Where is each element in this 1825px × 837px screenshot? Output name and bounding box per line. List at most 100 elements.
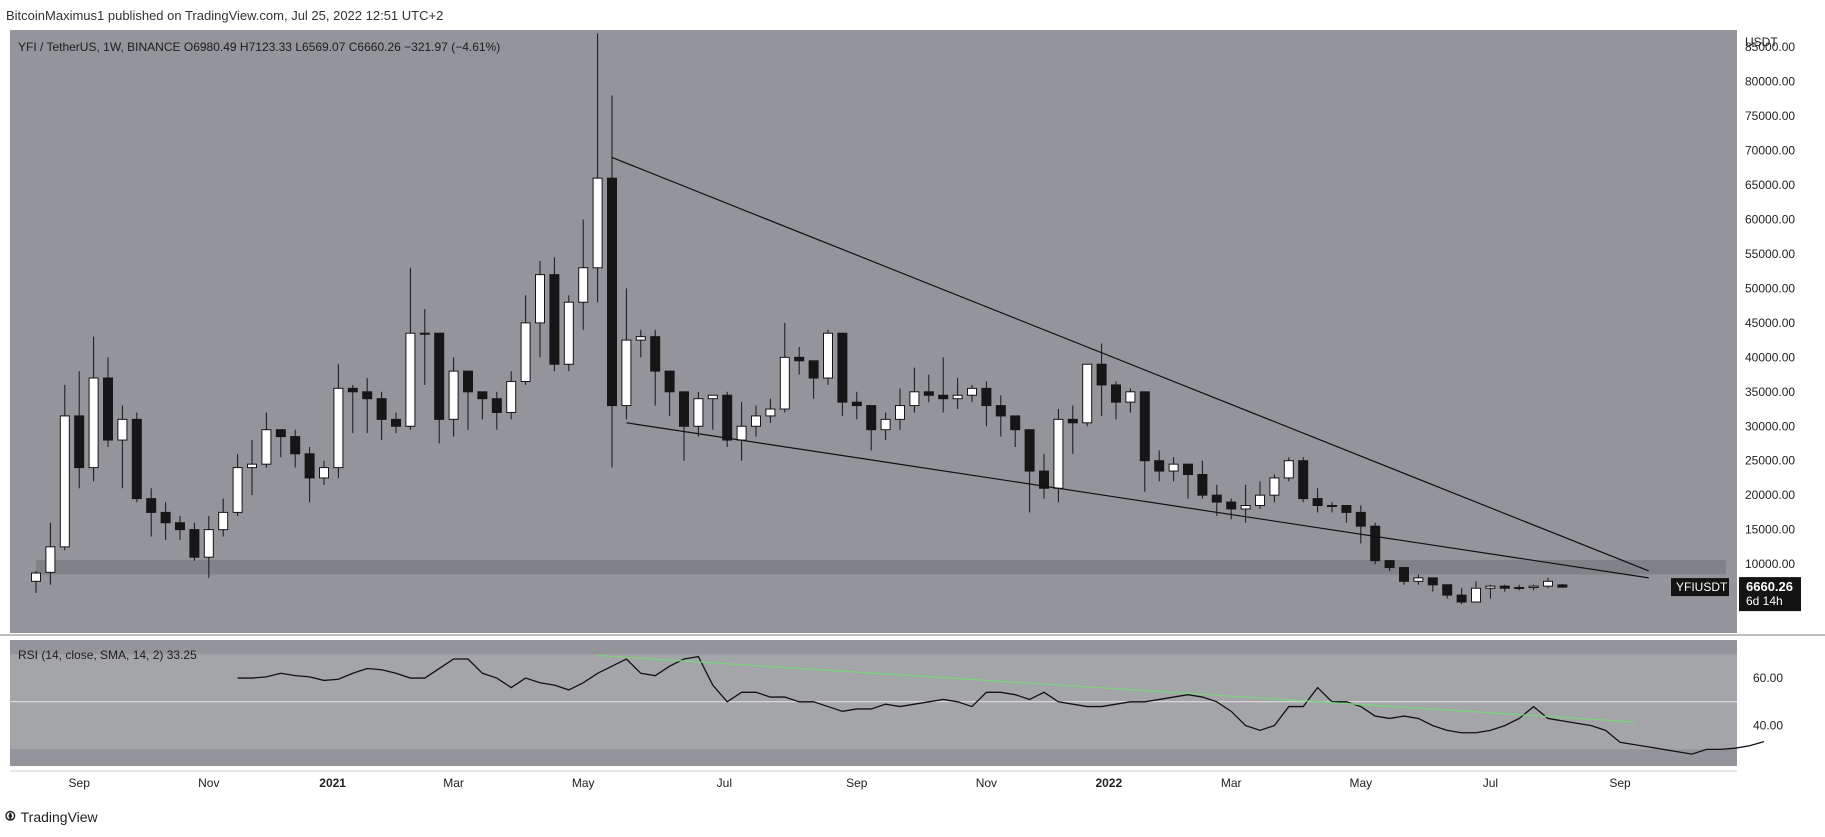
candle-up: [88, 377, 99, 469]
candle-up: [218, 511, 229, 531]
lower-trendline: [626, 422, 1649, 579]
candle-down: [1499, 585, 1510, 589]
tradingview-brand: TradingView: [20, 809, 98, 825]
candle-down: [837, 332, 848, 403]
candle-down: [477, 391, 488, 400]
candle-down: [463, 370, 473, 393]
price-tick-label: 40000.00: [1745, 350, 1795, 364]
candle-down: [1067, 418, 1078, 424]
candle-up: [823, 332, 833, 379]
candle-up: [1327, 505, 1337, 508]
price-tick-label: 20000.00: [1745, 488, 1795, 502]
candle-down: [103, 377, 113, 441]
candle-up: [765, 408, 776, 417]
pane-divider[interactable]: [0, 634, 1825, 636]
time-axis-label: Sep: [69, 776, 91, 790]
candle-down: [347, 387, 358, 393]
price-tick-label: 25000.00: [1745, 454, 1795, 468]
price-tick-label: 55000.00: [1745, 247, 1795, 261]
candle-up: [578, 267, 589, 303]
candle-up: [31, 572, 41, 582]
candle-down: [1557, 584, 1568, 588]
candle-down: [995, 405, 1006, 417]
tradingview-logo[interactable]: 🅯 TradingView: [6, 808, 98, 826]
candle-down: [1355, 511, 1366, 527]
tradingview-logo-icon: 🅯: [6, 808, 15, 824]
candle-down: [362, 391, 373, 400]
time-axis-label: May: [572, 776, 595, 790]
time-axis-label: 2021: [319, 776, 346, 790]
candle-up: [203, 529, 214, 558]
rsi-trendline: [597, 654, 1635, 723]
candle-up: [592, 177, 603, 269]
candle-down: [1183, 463, 1193, 475]
countdown-label: 6d 14h: [1746, 594, 1783, 608]
candle-down: [1384, 560, 1395, 569]
candle-up: [693, 398, 704, 427]
high-label: H: [239, 40, 249, 54]
candle-up: [1528, 585, 1539, 589]
symbol-title[interactable]: YFI / TetherUS, 1W, BINANCE: [18, 40, 181, 54]
candle-up: [895, 405, 905, 420]
candle-up: [535, 274, 545, 324]
candle-down: [434, 332, 445, 420]
candle-up: [1485, 585, 1496, 589]
candle-up: [1125, 391, 1136, 403]
candle-down: [1096, 363, 1107, 386]
candle-down: [1399, 567, 1409, 582]
time-axis-label: Jul: [717, 776, 732, 790]
price-tick-label: 85000.00: [1745, 40, 1795, 54]
publisher-line: BitcoinMaximus1 published on TradingView…: [6, 8, 444, 23]
rsi-title[interactable]: RSI (14, close, SMA, 14, 2): [18, 648, 164, 662]
candle-down: [175, 522, 185, 531]
candle-up: [1082, 363, 1093, 424]
candle-up: [635, 336, 646, 341]
close-value: 6660.26: [357, 40, 401, 54]
candle-up: [333, 387, 344, 469]
price-tick-label: 35000.00: [1745, 385, 1795, 399]
candle-up: [909, 391, 920, 407]
upper-trendline: [611, 156, 1650, 572]
candle-down: [664, 370, 675, 393]
time-axis-label: May: [1349, 776, 1372, 790]
candle-up: [779, 356, 790, 410]
symbol-tag-bg: [1671, 578, 1729, 597]
time-axis-label: Jul: [1483, 776, 1498, 790]
rsi-tick-label: 60.00: [1753, 671, 1783, 685]
candle-down: [1298, 460, 1309, 500]
price-tick-label: 15000.00: [1745, 523, 1795, 537]
support-zone: [36, 559, 1726, 575]
rsi-legend: RSI (14, close, SMA, 14, 2) 33.25: [18, 648, 197, 662]
candle-up: [45, 546, 56, 573]
candle-down: [1024, 429, 1035, 472]
candle-up: [506, 380, 517, 413]
open-value: 6980.49: [193, 40, 237, 54]
candle-up: [448, 370, 459, 420]
time-axis-label: 2022: [1095, 776, 1122, 790]
candle-down: [304, 453, 315, 479]
candle-down: [74, 415, 85, 469]
candle-down: [549, 274, 560, 365]
candle-up: [319, 467, 329, 479]
axis-unit-label: USDT: [1745, 35, 1778, 49]
time-axis-label: Sep: [1609, 776, 1631, 790]
symbol-legend: YFI / TetherUS, 1W, BINANCE O6980.49 H71…: [18, 40, 500, 54]
time-axis-label: Mar: [443, 776, 464, 790]
candle-up: [419, 332, 430, 335]
candle-down: [938, 394, 949, 400]
candle-down: [189, 529, 200, 558]
candle-up: [59, 415, 70, 548]
candle-up: [952, 394, 963, 400]
candle-down: [491, 398, 502, 413]
rsi-value: 33.25: [166, 648, 197, 662]
candle-up: [880, 418, 891, 431]
symbol-tag: YFIUSDT: [1676, 580, 1728, 594]
price-pane[interactable]: [10, 30, 1737, 633]
candle-down: [290, 436, 301, 455]
close-label: C: [348, 40, 358, 54]
rsi-tick-label: 40.00: [1753, 719, 1783, 733]
candle-up: [232, 467, 243, 513]
high-value: 7123.33: [248, 40, 292, 54]
change-value: −321.97 (−4.61%): [404, 40, 501, 54]
price-tick-label: 60000.00: [1745, 213, 1795, 227]
